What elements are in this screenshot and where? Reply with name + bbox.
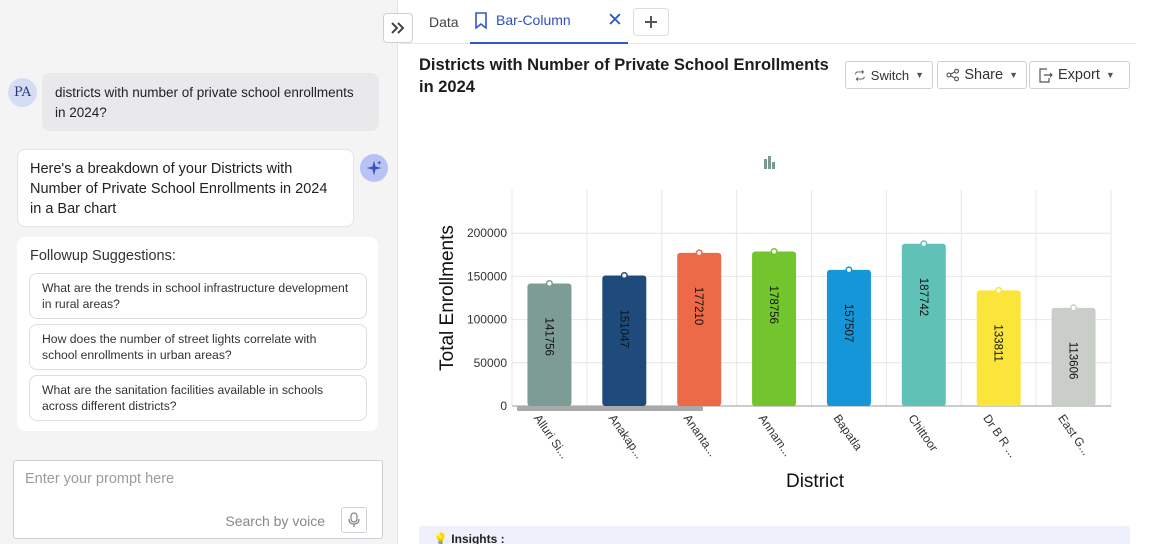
- x-tick-label-4: Bapatla: [830, 412, 865, 454]
- x-tick-label-5: Chittoor: [905, 412, 941, 454]
- prompt-box: Search by voice: [13, 460, 383, 539]
- suggestion-infrastructure[interactable]: What are the trends in school infrastruc…: [29, 273, 367, 319]
- bulb-icon: 💡: [433, 532, 448, 544]
- user-avatar: PA: [8, 78, 37, 107]
- bar-marker-3: [770, 248, 778, 256]
- tab-bar-column-label: Bar-Column: [496, 12, 571, 28]
- share-button[interactable]: Share ▼: [937, 61, 1027, 89]
- x-axis-title: District: [786, 471, 845, 492]
- bar-5: [901, 243, 946, 406]
- share-caret-icon: ▼: [1009, 70, 1018, 80]
- switch-button[interactable]: Switch ▼: [845, 61, 933, 89]
- x-axis-scrollbar: [517, 406, 703, 411]
- data-label-7: 113606: [1067, 342, 1079, 380]
- followups-title: Followup Suggestions:: [30, 248, 176, 264]
- y-axis-title: Total Enrollments: [437, 225, 458, 371]
- bar-4: [826, 269, 871, 406]
- x-tick-label-1: Anakap...: [606, 412, 647, 462]
- add-tab-button[interactable]: [633, 8, 669, 36]
- tab-bar-column[interactable]: Bar-Column: [470, 0, 628, 44]
- bar-chart: 0 50000 100000 150000 200000 141756 Alluri Si.…: [437, 156, 1112, 492]
- y-tick-label: 50000: [474, 356, 508, 370]
- data-label-5: 187742: [917, 278, 929, 316]
- x-tick-label-3: Annam...: [756, 412, 795, 459]
- bar-marker-6: [995, 286, 1003, 294]
- x-tick-label-2: Ananta...: [681, 412, 720, 459]
- user-message: districts with number of private school …: [42, 73, 379, 131]
- prompt-input[interactable]: [25, 471, 365, 487]
- bar-marker-1: [620, 271, 628, 280]
- plus-icon: [645, 16, 657, 28]
- bar-0: [527, 283, 572, 406]
- bar-7: [1051, 307, 1096, 406]
- data-label-4: 157507: [842, 304, 854, 342]
- chat-panel: PA districts with number of private scho…: [0, 0, 398, 544]
- x-tick-label-0: Alluri Si...: [531, 412, 572, 462]
- ai-response-message: Here's a breakdown of your Districts wit…: [17, 149, 354, 227]
- switch-caret-icon: ▼: [915, 70, 924, 80]
- chart-type-icon-bar: [768, 156, 771, 169]
- chart-type-icon-bar: [764, 159, 767, 169]
- data-label-3: 178756: [767, 286, 779, 324]
- switch-icon: [855, 69, 865, 81]
- bar-1: [602, 275, 647, 406]
- search-by-voice-label: Search by voice: [225, 513, 325, 529]
- collapse-panel-button[interactable]: [383, 13, 413, 43]
- data-label-1: 151047: [617, 309, 629, 347]
- y-tick-label: 100000: [467, 313, 507, 327]
- suggestion-sanitation[interactable]: What are the sanitation facilities avail…: [29, 375, 367, 421]
- visualization-panel: Data Bar-Column ✕ Districts with Number …: [399, 0, 1155, 544]
- bar-marker-5: [920, 240, 928, 248]
- ai-sparkle-icon: [360, 154, 388, 182]
- insights-section: 💡 Insights :: [419, 526, 1130, 544]
- suggestion-street-lights[interactable]: How does the number of street lights cor…: [29, 324, 367, 370]
- double-chevron-right-icon: [391, 22, 405, 34]
- bar-marker-0: [545, 279, 553, 288]
- export-button[interactable]: Export ▼: [1029, 61, 1130, 89]
- chart-type-icon-bar: [772, 162, 775, 169]
- tab-bar: Data Bar-Column ✕: [399, 0, 1136, 44]
- bar-marker-2: [695, 249, 703, 257]
- x-tick-label-6: Dr B R ...: [980, 412, 1020, 460]
- y-tick-label: 200000: [467, 226, 507, 240]
- microphone-button[interactable]: [341, 507, 367, 533]
- switch-label: Switch: [870, 67, 910, 83]
- insights-label: Insights :: [451, 532, 505, 544]
- bar-3: [752, 251, 797, 406]
- y-tick-label: 0: [500, 399, 507, 413]
- share-icon: [946, 68, 959, 82]
- chart-title: Districts with Number of Private School …: [419, 56, 829, 96]
- export-caret-icon: ▼: [1105, 70, 1115, 80]
- followup-suggestions: Followup Suggestions: What are the trend…: [17, 237, 378, 431]
- close-tab-icon[interactable]: ✕: [607, 10, 623, 31]
- bar-2: [677, 252, 722, 406]
- data-label-2: 177210: [692, 287, 704, 325]
- data-label-6: 133811: [992, 324, 1004, 362]
- chart-type-icon: [764, 156, 775, 169]
- share-label: Share: [964, 67, 1004, 83]
- export-icon: [1039, 67, 1053, 83]
- export-label: Export: [1058, 67, 1100, 83]
- bar-marker-7: [1070, 304, 1078, 312]
- microphone-icon: [348, 512, 360, 527]
- bar-marker-4: [845, 266, 853, 274]
- bar-6: [976, 290, 1021, 406]
- bookmark-icon: [475, 12, 487, 29]
- y-tick-label: 150000: [467, 269, 507, 283]
- data-label-0: 141756: [542, 318, 554, 356]
- tab-data[interactable]: Data: [429, 14, 459, 30]
- x-tick-label-7: East G...: [1055, 412, 1093, 458]
